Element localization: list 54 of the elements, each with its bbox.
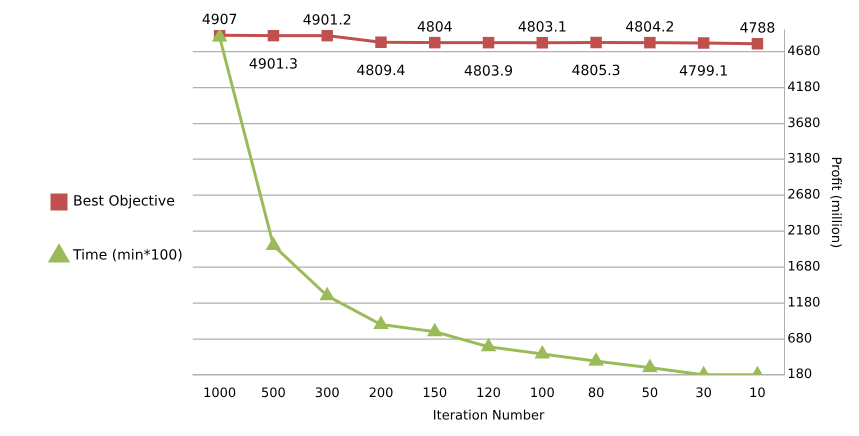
point bbox=[321, 30, 333, 42]
x-tick-label: 300 bbox=[314, 386, 340, 401]
point bbox=[374, 317, 388, 330]
point bbox=[590, 36, 602, 48]
y2-tick-label: 4680 bbox=[787, 44, 820, 59]
point bbox=[589, 354, 603, 366]
data-label: 4809.4 bbox=[356, 62, 406, 79]
y2-tick-label: 4180 bbox=[787, 80, 820, 95]
y2-tick-label: 3180 bbox=[787, 152, 820, 167]
data-label: 4803.1 bbox=[518, 19, 567, 36]
data-label: 4803.9 bbox=[464, 63, 514, 80]
y2-tick-label: 2180 bbox=[787, 224, 820, 239]
point bbox=[268, 30, 280, 42]
data-label: 4907 bbox=[202, 12, 238, 28]
data-label: 4804 bbox=[416, 19, 453, 36]
data-label: 4804.2 bbox=[625, 19, 674, 36]
x-tick-label: 100 bbox=[530, 386, 555, 401]
x-tick-label: 30 bbox=[695, 386, 712, 401]
x-tick-label: 80 bbox=[588, 386, 604, 401]
point bbox=[536, 346, 550, 358]
point bbox=[536, 36, 548, 48]
y2-tick-label: 1180 bbox=[787, 295, 820, 310]
x-tick-label: 500 bbox=[261, 386, 286, 401]
point bbox=[429, 36, 440, 48]
point bbox=[643, 360, 657, 372]
data-label: 4901.2 bbox=[302, 12, 352, 28]
y2-tick-label: 1680 bbox=[787, 259, 820, 274]
y2-tick-label: 180 bbox=[787, 367, 812, 382]
point bbox=[320, 288, 334, 300]
x-tick-label: 150 bbox=[422, 386, 448, 401]
data-label: 4901.3 bbox=[248, 56, 298, 72]
point bbox=[266, 238, 280, 250]
x-tick-label: 10 bbox=[749, 386, 766, 401]
point bbox=[375, 36, 387, 48]
point bbox=[482, 36, 494, 48]
data-label: 4805.3 bbox=[572, 63, 621, 80]
point bbox=[752, 38, 764, 50]
x-tick-label: 200 bbox=[368, 386, 394, 401]
point bbox=[482, 339, 496, 352]
point bbox=[644, 36, 656, 48]
legend-label: Best Objective bbox=[73, 194, 175, 210]
y2-axis-title: Profit (million) bbox=[828, 156, 843, 248]
x-axis-title: Iteration Number bbox=[432, 408, 545, 424]
y2-tick-label: 2680 bbox=[787, 188, 820, 203]
point bbox=[698, 37, 710, 49]
x-tick-label: 50 bbox=[642, 386, 658, 401]
y2-tick-label: 3680 bbox=[787, 116, 820, 131]
x-tick-label: 120 bbox=[476, 386, 501, 401]
data-label: 4799.1 bbox=[679, 64, 728, 80]
data-label: 4788 bbox=[740, 20, 776, 36]
x-tick-label: 1000 bbox=[203, 386, 236, 401]
point bbox=[428, 324, 442, 336]
y2-tick-label: 680 bbox=[787, 331, 812, 346]
legend-label: Time (min*100) bbox=[72, 248, 183, 264]
